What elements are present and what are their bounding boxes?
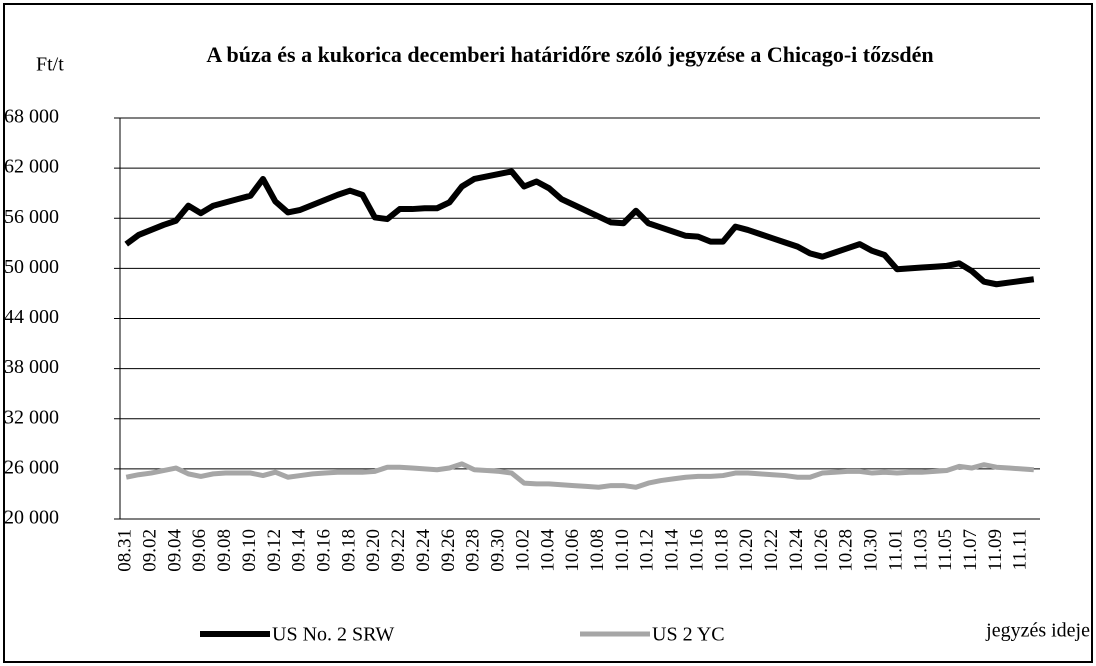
x-tick-label: 11.01 (885, 529, 906, 571)
y-tick-label: 32 000 (4, 406, 59, 428)
x-tick-label: 09.16 (313, 529, 334, 572)
x-tick-label: 09.08 (214, 529, 235, 572)
x-tick-label: 09.06 (189, 529, 210, 572)
x-tick-label: 10.10 (612, 529, 633, 572)
x-tick-label: 09.12 (264, 529, 285, 572)
x-axis-label: jegyzés ideje (985, 620, 1090, 642)
chart-title: A búza és a kukorica decemberi határidőr… (206, 42, 934, 67)
legend-label: US 2 YC (652, 624, 725, 646)
y-axis-label: Ft/t (36, 54, 64, 76)
x-tick-label: 10.02 (512, 529, 533, 572)
x-tick-label: 09.18 (338, 529, 359, 572)
x-tick-label: 11.05 (935, 529, 956, 571)
x-tick-label: 09.28 (463, 529, 484, 572)
x-tick-label: 10.30 (861, 529, 882, 572)
legend-label: US No. 2 SRW (272, 624, 394, 646)
y-tick-label: 68 000 (4, 106, 59, 128)
x-tick-label: 09.20 (363, 529, 384, 572)
y-tick-label: 44 000 (4, 306, 59, 328)
y-tick-label: 26 000 (4, 456, 59, 478)
x-tick-label: 10.24 (786, 529, 807, 572)
x-tick-label: 11.09 (985, 529, 1006, 571)
x-tick-label: 10.28 (836, 529, 857, 572)
y-tick-label: 62 000 (4, 156, 59, 178)
x-tick-label: 10.14 (662, 529, 683, 572)
y-tick-label: 50 000 (4, 256, 59, 278)
line (125, 461, 1034, 490)
x-tick-label: 11.07 (960, 529, 981, 571)
x-tick-label: 10.18 (711, 529, 732, 572)
y-tick-label: 56 000 (4, 206, 59, 228)
frame (3, 3, 1093, 663)
x-tick-label: 09.26 (438, 529, 459, 572)
x-tick-label: 09.02 (139, 529, 160, 572)
x-tick-label: 08.31 (115, 529, 136, 572)
x-tick-label: 09.24 (413, 529, 434, 572)
x-tick-label: 10.22 (761, 529, 782, 572)
x-tick-label: 09.30 (488, 529, 509, 572)
x-tick-label: 09.22 (388, 529, 409, 572)
x-tick-label: 10.26 (811, 529, 832, 572)
line (124, 168, 1035, 288)
x-tick-label: 10.08 (587, 529, 608, 572)
y-tick-label: 20 000 (4, 507, 59, 529)
x-tick-label: 11.03 (910, 529, 931, 571)
x-tick-label: 10.12 (637, 529, 658, 572)
y-tick-label: 38 000 (4, 356, 59, 378)
x-tick-label: 09.14 (289, 529, 310, 572)
x-tick-label: 11.11 (1010, 529, 1031, 570)
x-tick-label: 09.10 (239, 529, 260, 572)
x-tick-label: 10.20 (736, 529, 757, 572)
x-tick-label: 10.04 (537, 529, 558, 572)
x-tick-label: 10.06 (562, 529, 583, 572)
x-tick-label: 09.04 (164, 529, 185, 572)
x-tick-label: 10.16 (686, 529, 707, 572)
